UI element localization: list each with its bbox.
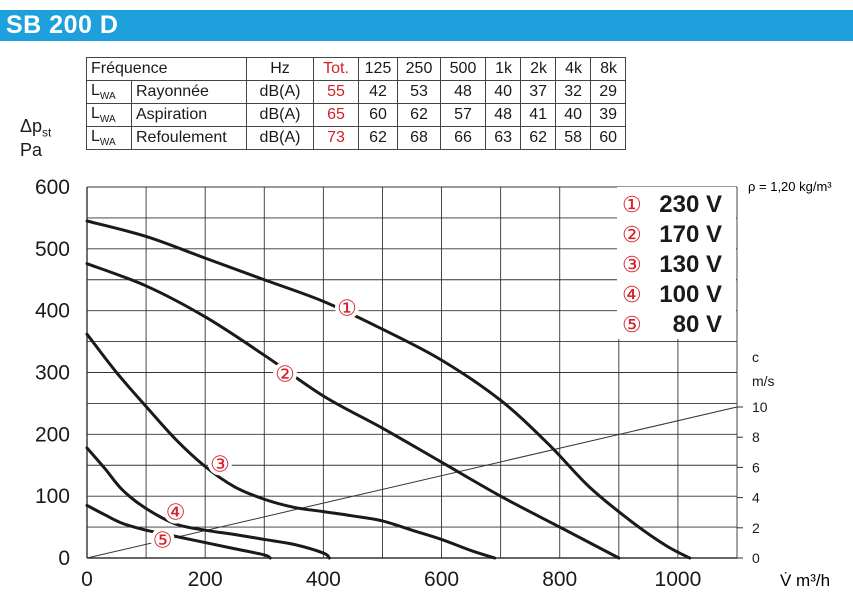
legend-marker: ④ xyxy=(622,282,642,307)
table-cell: 53 xyxy=(397,80,441,104)
x-tick-label: 800 xyxy=(542,568,577,591)
curve-marker-1: ① xyxy=(337,296,357,321)
table-header-cell: Tot. xyxy=(313,57,359,81)
legend-label: 80 V xyxy=(673,311,722,338)
y-axis-label-subscript: st xyxy=(42,125,52,140)
page-title: SB 200 D xyxy=(6,11,119,39)
table-cell: 66 xyxy=(440,126,486,150)
table-header-cell: Fréquence xyxy=(86,57,247,81)
velocity-tick-label: 2 xyxy=(752,520,760,536)
x-tick-label: 600 xyxy=(424,568,459,591)
table-cell: 37 xyxy=(520,80,556,104)
table-unit-cell: dB(A) xyxy=(246,126,314,150)
y-tick-label: 300 xyxy=(35,362,70,385)
legend-label: 100 V xyxy=(659,281,722,308)
table-cell: 63 xyxy=(485,126,521,150)
legend-marker: ② xyxy=(622,222,642,247)
legend-marker: ⑤ xyxy=(622,312,642,337)
fan-curves xyxy=(85,219,692,560)
table-row: LWA Rayonnée dB(A) 55 42 53 48 40 37 32 … xyxy=(86,80,626,104)
x-tick-label: 1000 xyxy=(655,568,702,591)
velocity-tick-label: 6 xyxy=(752,459,760,475)
y-tick-label: 100 xyxy=(35,485,70,508)
velocity-tick-label: 10 xyxy=(752,399,768,415)
table-symbol-cell: LWA xyxy=(86,126,132,150)
legend-box xyxy=(617,187,736,339)
fan-curve-1 xyxy=(85,219,692,560)
y-tick-label: 200 xyxy=(35,423,70,446)
y-axis-label-symbol: Δp xyxy=(20,116,43,136)
velocity-tick-label: 8 xyxy=(752,429,760,445)
legend-marker: ③ xyxy=(622,252,642,277)
table-cell: 41 xyxy=(520,103,556,127)
table-unit-cell: dB(A) xyxy=(246,103,314,127)
curve-marker-3: ③ xyxy=(210,451,230,476)
table-header-cell: 2k xyxy=(520,57,556,81)
table-cell: 68 xyxy=(397,126,441,150)
table-row: LWA Aspiration dB(A) 65 60 62 57 48 41 4… xyxy=(86,103,626,127)
x-tick-label: 0 xyxy=(81,568,93,591)
table-cell: 40 xyxy=(555,103,591,127)
table-header-cell: 8k xyxy=(590,57,626,81)
legend-marker: ① xyxy=(622,192,642,217)
table-cell: 48 xyxy=(440,80,486,104)
x-tick-label: 400 xyxy=(306,568,341,591)
table-cell: 29 xyxy=(590,80,626,104)
density-note: ρ = 1,20 kg/m³ xyxy=(748,179,832,194)
sound-power-table: Fréquence Hz Tot. 125 250 500 1k 2k 4k 8… xyxy=(86,57,626,150)
legend-label: 130 V xyxy=(659,251,722,278)
table-cell: 60 xyxy=(590,126,626,150)
table-label-cell: Rayonnée xyxy=(131,80,247,104)
y-axis-unit: Pa xyxy=(20,140,43,160)
velocity-axis-unit: m/s xyxy=(752,373,775,389)
velocity-line xyxy=(86,406,738,559)
title-bar: SB 200 D xyxy=(0,10,853,41)
table-cell: 62 xyxy=(358,126,398,150)
table-symbol-cell: LWA xyxy=(86,80,132,104)
curve-marker-5: ⑤ xyxy=(153,527,173,552)
table-header-row: Fréquence Hz Tot. 125 250 500 1k 2k 4k 8… xyxy=(86,57,626,81)
velocity-axis-label: c xyxy=(752,349,759,365)
fan-curve-4 xyxy=(85,446,331,560)
table-row: LWA Refoulement dB(A) 73 62 68 66 63 62 … xyxy=(86,126,626,150)
voltage-legend: ① 230 V ② 170 V ③ 130 V ④ 100 V ⑤ 80 V xyxy=(617,187,736,339)
velocity-scale: 0 2 4 6 8 10 c m/s xyxy=(86,349,775,566)
table-cell: 58 xyxy=(555,126,591,150)
x-axis-label: V̇ m³/h xyxy=(780,571,830,590)
table-cell: 57 xyxy=(440,103,486,127)
curve-marker-bg xyxy=(207,451,232,476)
y-tick-label: 400 xyxy=(35,300,70,323)
legend-label: 170 V xyxy=(659,221,722,248)
table-unit-cell: dB(A) xyxy=(246,80,314,104)
y-tick-label: 500 xyxy=(35,238,70,261)
velocity-tick-label: 4 xyxy=(752,490,760,506)
y-tick-label: 0 xyxy=(58,547,70,570)
y-tick-label: 600 xyxy=(35,176,70,199)
curve-markers: ① ② ③④⑤ xyxy=(150,295,359,552)
legend-label: 230 V xyxy=(659,191,722,218)
table-header-cell: 4k xyxy=(555,57,591,81)
fan-curve-2 xyxy=(85,262,621,560)
fan-curve-5 xyxy=(85,503,272,560)
curve-marker-bg xyxy=(335,295,359,320)
y-axis-label: Δpst xyxy=(20,116,51,140)
table-header-cell: 500 xyxy=(440,57,486,81)
table-label-cell: Refoulement xyxy=(131,126,247,150)
x-tick-label: 200 xyxy=(188,568,223,591)
table-label-cell: Aspiration xyxy=(131,103,247,127)
curve-marker-4: ④ xyxy=(166,500,186,525)
curve-marker-bg xyxy=(272,361,297,386)
table-cell: 40 xyxy=(485,80,521,104)
curve-marker-bg xyxy=(150,527,175,552)
fan-curve-3 xyxy=(85,332,497,560)
axis-ticks: 0 200 400 600 800 1000 0 100 200 300 400 500 600 xyxy=(35,176,701,591)
velocity-tick-label: 0 xyxy=(752,550,760,566)
table-header-cell: 1k xyxy=(485,57,521,81)
curve-marker-bg xyxy=(163,499,188,524)
curve-marker-2: ② xyxy=(275,362,295,387)
